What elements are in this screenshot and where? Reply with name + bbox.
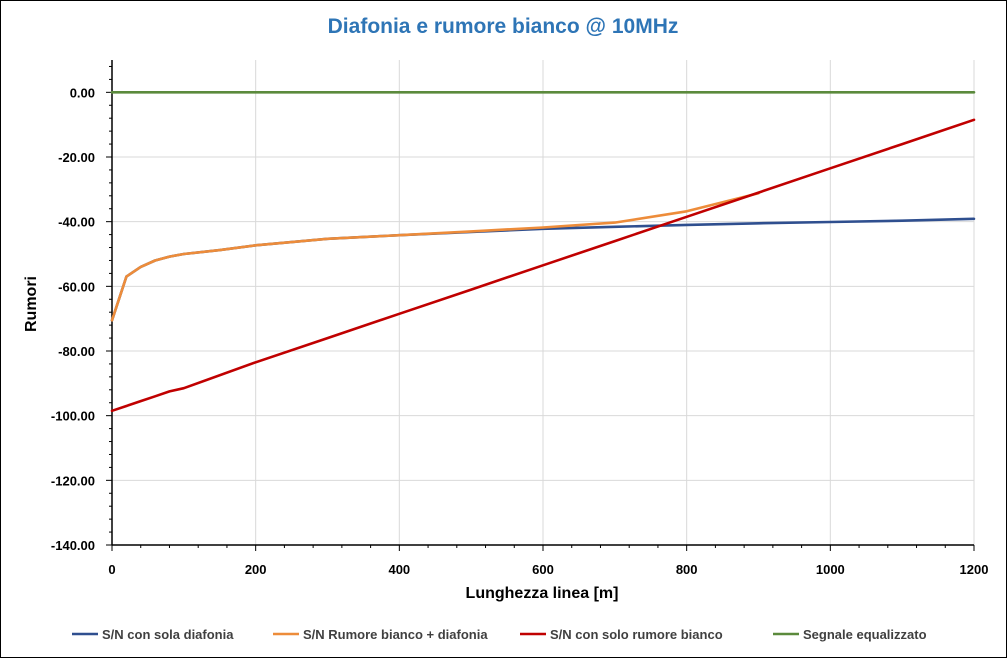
series-line-2 bbox=[110, 191, 760, 322]
series-layer bbox=[110, 91, 976, 413]
y-axis-title: Rumori bbox=[23, 276, 40, 332]
series-line-3 bbox=[110, 118, 976, 413]
x-tick-label: 1000 bbox=[816, 562, 845, 577]
x-tick-label: 0 bbox=[108, 562, 115, 577]
y-tick-label: -100.00 bbox=[51, 409, 95, 424]
gridlines bbox=[112, 60, 975, 545]
y-tick-label: -20.00 bbox=[58, 150, 95, 165]
y-tick-labels: 0.00 -20.00 -40.00 -60.00 -80.00 -100.00 -120.… bbox=[51, 85, 95, 553]
axes bbox=[106, 60, 975, 551]
legend-label: S/N con solo rumore bianco bbox=[550, 627, 723, 642]
y-tick-label: -60.00 bbox=[58, 279, 95, 294]
chart-title: Diafonia e rumore bianco @ 10MHz bbox=[328, 15, 679, 38]
legend-label: Segnale equalizzato bbox=[803, 627, 927, 642]
y-tick-label: -40.00 bbox=[58, 215, 95, 230]
legend-label: S/N con sola diafonia bbox=[102, 627, 234, 642]
y-tick-label: 0.00 bbox=[70, 85, 95, 100]
legend-label: S/N Rumore bianco + diafonia bbox=[303, 627, 488, 642]
x-tick-label: 200 bbox=[245, 562, 267, 577]
x-tick-label: 600 bbox=[532, 562, 554, 577]
y-tick-label: -120.00 bbox=[51, 473, 95, 488]
x-axis-title: Lunghezza linea [m] bbox=[466, 585, 619, 602]
x-tick-label: 400 bbox=[388, 562, 410, 577]
x-tick-labels: 0 200 400 600 800 1000 1200 bbox=[108, 562, 988, 577]
x-tick-label: 800 bbox=[676, 562, 698, 577]
y-tick-label: -140.00 bbox=[51, 538, 95, 553]
y-tick-label: -80.00 bbox=[58, 344, 95, 359]
x-tick-label: 1200 bbox=[960, 562, 989, 577]
legend: S/N con sola diafonia S/N Rumore bianco +… bbox=[72, 627, 927, 642]
